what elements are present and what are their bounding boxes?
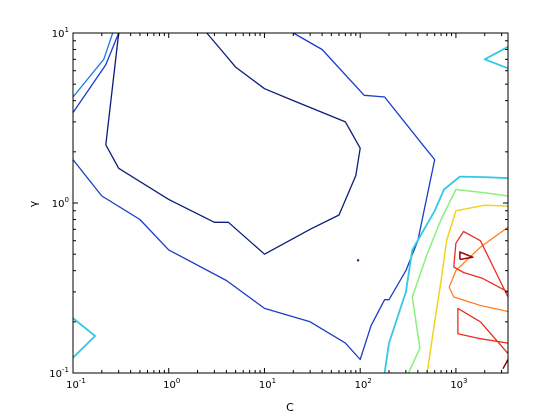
contour-line-7-1 — [457, 307, 509, 355]
data-point-0 — [356, 259, 360, 262]
y-tick-label-1: 100 — [52, 196, 69, 210]
contour-line-5-0 — [426, 204, 509, 374]
contour-lines — [72, 32, 509, 374]
x-axis-label: C — [286, 401, 294, 414]
y-tick-label-2: 101 — [52, 26, 69, 40]
contour-line-6-0 — [448, 226, 509, 313]
x-tick-label-3: 102 — [355, 377, 372, 391]
contour-line-3-0 — [72, 317, 96, 359]
contour-line-8-0 — [459, 251, 474, 261]
x-tick-label-4: 103 — [450, 377, 467, 391]
contour-line-1-0 — [72, 32, 120, 113]
x-tick-label-0: 10-1 — [66, 377, 86, 391]
x-tick-label-2: 101 — [259, 377, 276, 391]
contour-line-3-2 — [383, 175, 509, 374]
contour-line-9-0 — [502, 359, 509, 370]
y-tick-label-0: 10-1 — [49, 366, 69, 380]
plot-area — [73, 33, 508, 373]
x-tick-label-1: 100 — [163, 377, 180, 391]
y-axis-label: γ — [27, 200, 40, 207]
contour-line-3-1 — [483, 46, 509, 70]
contour-line-0-0 — [105, 32, 361, 255]
contour-line-1-1 — [72, 32, 436, 361]
axis-ticks: 10-1 100 101 102 103 10-1 100 101 — [49, 26, 508, 391]
contour-line-7-0 — [453, 230, 509, 298]
contour-line-4-0 — [407, 188, 509, 374]
contour-line-2-0 — [72, 32, 114, 98]
data-points — [356, 259, 360, 262]
